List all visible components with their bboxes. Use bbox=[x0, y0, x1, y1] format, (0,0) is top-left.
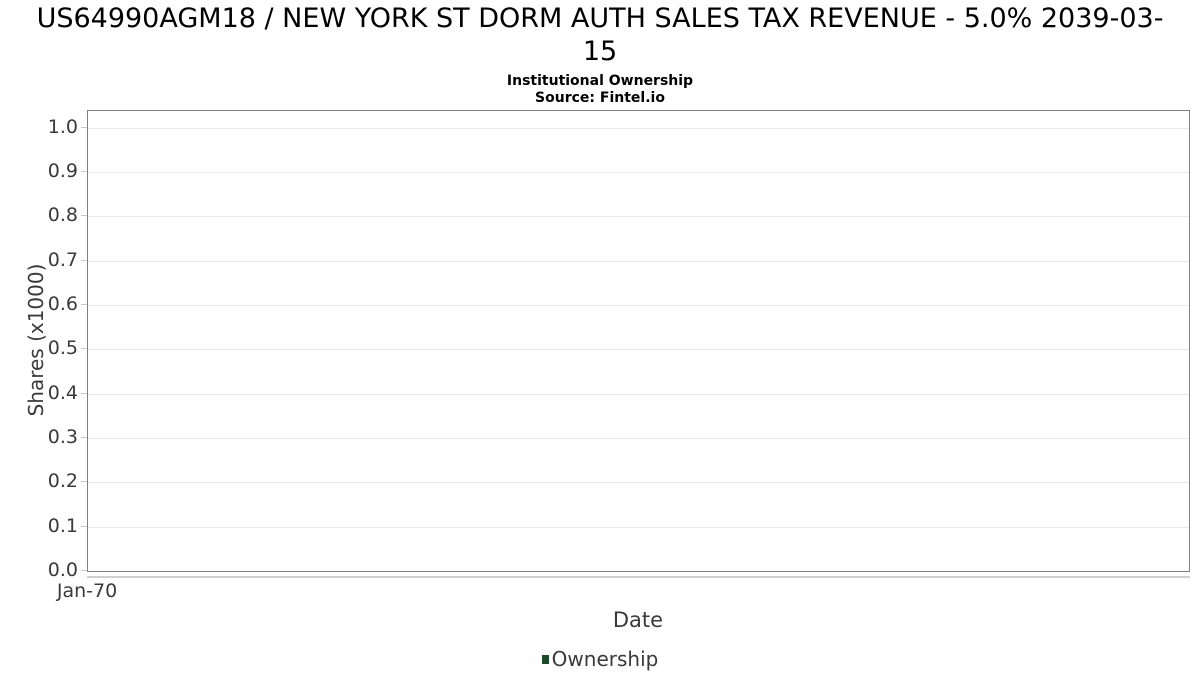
y-tick-label: 0.5 bbox=[47, 337, 78, 360]
gridline-h bbox=[88, 172, 1189, 174]
gridline-h bbox=[88, 349, 1189, 351]
y-tick-label: 0.0 bbox=[47, 559, 78, 581]
chart-header: US64990AGM18 / NEW YORK ST DORM AUTH SAL… bbox=[0, 2, 1200, 106]
x-axis-line bbox=[87, 576, 1190, 578]
gridline-h bbox=[88, 260, 1189, 262]
legend-label: Ownership bbox=[551, 647, 659, 671]
y-tick-label: 0.1 bbox=[47, 514, 78, 537]
gridline-h bbox=[88, 305, 1189, 307]
legend-marker-icon bbox=[541, 654, 549, 664]
chart-source: Source: Fintel.io bbox=[535, 90, 665, 106]
gridline-h bbox=[88, 127, 1189, 129]
y-tick-label: 0.9 bbox=[47, 160, 78, 183]
y-axis-title: Shares (x1000) bbox=[24, 263, 48, 417]
chart-title-line2: 15 bbox=[582, 36, 618, 67]
y-tick-label: 0.8 bbox=[47, 204, 78, 227]
y-tick-label: 0.2 bbox=[47, 470, 78, 493]
y-tick-label: 0.4 bbox=[47, 381, 78, 404]
x-axis-title: Date bbox=[612, 608, 664, 632]
gridline-h bbox=[88, 526, 1189, 528]
gridline-h bbox=[88, 393, 1189, 395]
gridline-h bbox=[88, 438, 1189, 440]
y-tick-label: 0.7 bbox=[47, 248, 78, 271]
gridline-h bbox=[88, 482, 1189, 484]
legend: Ownership bbox=[0, 645, 1200, 673]
y-tick-label: 1.0 bbox=[47, 115, 78, 138]
y-tick-label: 0.3 bbox=[47, 426, 78, 449]
chart-title-line1: US64990AGM18 / NEW YORK ST DORM AUTH SAL… bbox=[36, 3, 1164, 34]
plot-area bbox=[87, 110, 1190, 572]
gridline-h bbox=[88, 216, 1189, 218]
legend-item-ownership[interactable]: Ownership bbox=[541, 647, 659, 671]
x-tick-label: Jan-70 bbox=[56, 580, 118, 602]
chart-subtitle: Institutional Ownership bbox=[506, 73, 694, 89]
y-tick-label: 0.6 bbox=[47, 293, 78, 316]
